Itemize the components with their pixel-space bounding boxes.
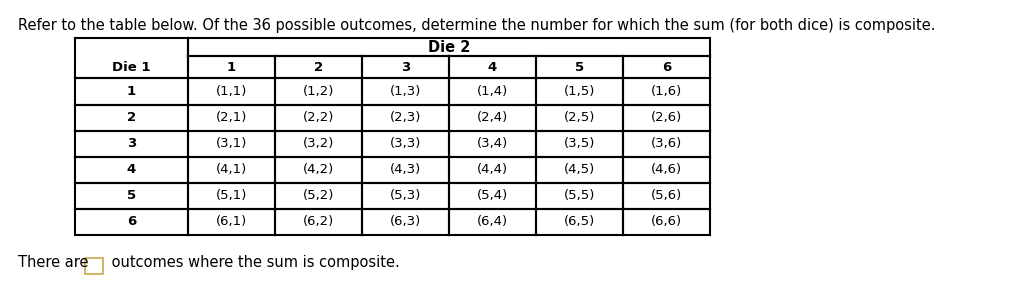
Text: (6,5): (6,5) [564,216,595,228]
Text: (5,4): (5,4) [477,189,508,202]
Text: (3,2): (3,2) [303,137,334,150]
Text: (1,1): (1,1) [216,85,247,98]
Text: 2: 2 [127,111,136,124]
Text: 1: 1 [227,61,237,74]
Text: (2,2): (2,2) [303,111,334,124]
Text: 1: 1 [127,85,136,98]
Text: (3,6): (3,6) [651,137,682,150]
Text: 6: 6 [662,61,671,74]
Text: (1,2): (1,2) [303,85,334,98]
Text: 3: 3 [127,137,136,150]
Text: (3,4): (3,4) [477,137,508,150]
Text: 4: 4 [127,163,136,176]
Text: (1,4): (1,4) [477,85,508,98]
Bar [85,258,103,274]
Text: (1,3): (1,3) [390,85,421,98]
Text: (2,1): (2,1) [216,111,247,124]
Text: (4,3): (4,3) [390,163,421,176]
Text: (2,5): (2,5) [564,111,595,124]
Text: (1,6): (1,6) [651,85,682,98]
Text: (5,2): (5,2) [303,189,334,202]
Text: outcomes where the sum is composite.: outcomes where the sum is composite. [106,255,399,270]
Text: (2,3): (2,3) [390,111,421,124]
Text: Die 2: Die 2 [428,40,470,55]
Text: (6,1): (6,1) [216,216,247,228]
Text: (5,5): (5,5) [564,189,595,202]
Text: 5: 5 [127,189,136,202]
Text: There are: There are [18,255,93,270]
Text: (5,1): (5,1) [216,189,247,202]
Text: (3,1): (3,1) [216,137,247,150]
Text: (4,5): (4,5) [564,163,595,176]
Text: (2,6): (2,6) [651,111,682,124]
Text: (6,6): (6,6) [651,216,682,228]
Text: (6,4): (6,4) [477,216,508,228]
Text: (2,4): (2,4) [477,111,508,124]
Text: 2: 2 [314,61,324,74]
Text: (3,5): (3,5) [564,137,595,150]
Text: (6,2): (6,2) [303,216,334,228]
Text: 4: 4 [487,61,498,74]
Text: (6,3): (6,3) [390,216,421,228]
Text: Die 1: Die 1 [113,61,151,74]
Text: (4,1): (4,1) [216,163,247,176]
Text: 6: 6 [127,216,136,228]
Text: Refer to the table below. Of the 36 possible outcomes, determine the number for : Refer to the table below. Of the 36 poss… [18,18,936,33]
Text: 5: 5 [574,61,584,74]
Text: (5,6): (5,6) [651,189,682,202]
Text: (5,3): (5,3) [390,189,421,202]
Text: (1,5): (1,5) [564,85,595,98]
Text: (4,4): (4,4) [477,163,508,176]
Text: (4,6): (4,6) [651,163,682,176]
Text: (4,2): (4,2) [303,163,334,176]
Text: (3,3): (3,3) [390,137,421,150]
Text: 3: 3 [401,61,411,74]
